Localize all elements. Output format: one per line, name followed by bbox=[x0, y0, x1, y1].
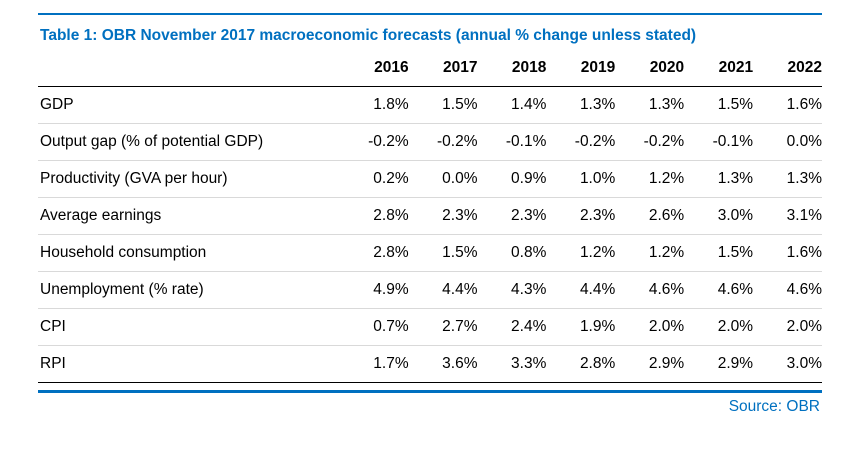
row-label: RPI bbox=[38, 345, 340, 383]
value-cell: 1.5% bbox=[684, 234, 754, 272]
table-row: Unemployment (% rate) 4.9% 4.4% 4.3% 4.4% 4.6… bbox=[38, 271, 822, 309]
value-cell: 4.4% bbox=[546, 271, 616, 309]
value-cell: 4.4% bbox=[408, 271, 478, 309]
value-cell: 1.9% bbox=[546, 308, 616, 346]
value-cell: 3.1% bbox=[753, 197, 822, 235]
table-row: CPI 0.7% 2.7% 2.4% 1.9% 2.0% 2.0% 2.0% bbox=[38, 308, 822, 346]
row-label-column-header bbox=[38, 55, 340, 87]
source-label: Source: OBR bbox=[728, 398, 820, 415]
table-row: Average earnings 2.8% 2.3% 2.3% 2.3% 2.6% 3.0%… bbox=[38, 197, 822, 235]
value-cell: 2.8% bbox=[546, 345, 616, 383]
year-column-header: 2017 bbox=[408, 55, 478, 87]
value-cell: 3.6% bbox=[408, 345, 478, 383]
table-row: Productivity (GVA per hour) 0.2% 0.0% 0.9% 1… bbox=[38, 160, 822, 198]
table-header-row: 2016 2017 2018 2019 2020 2021 2022 bbox=[38, 55, 822, 87]
value-cell: 1.3% bbox=[546, 86, 616, 124]
value-cell: 2.3% bbox=[477, 197, 547, 235]
year-column-header: 2022 bbox=[753, 55, 822, 87]
value-cell: 4.6% bbox=[615, 271, 685, 309]
value-cell: 1.3% bbox=[615, 86, 685, 124]
value-cell: 3.3% bbox=[477, 345, 547, 383]
value-cell: 0.8% bbox=[477, 234, 547, 272]
table-row: Household consumption 2.8% 1.5% 0.8% 1.2% 1.2… bbox=[38, 234, 822, 272]
bottom-rule bbox=[38, 390, 822, 393]
value-cell: 0.7% bbox=[339, 308, 409, 346]
value-cell: 1.7% bbox=[339, 345, 409, 383]
value-cell: 0.2% bbox=[339, 160, 409, 198]
value-cell: -0.1% bbox=[477, 123, 547, 161]
value-cell: 2.4% bbox=[477, 308, 547, 346]
value-cell: 2.8% bbox=[339, 234, 409, 272]
year-column-header: 2021 bbox=[684, 55, 754, 87]
value-cell: 2.9% bbox=[684, 345, 754, 383]
value-cell: 1.5% bbox=[684, 86, 754, 124]
value-cell: 1.3% bbox=[684, 160, 754, 198]
value-cell: -0.2% bbox=[408, 123, 478, 161]
row-label: Average earnings bbox=[38, 197, 340, 235]
row-label: GDP bbox=[38, 86, 340, 124]
table-title: Table 1: OBR November 2017 macroeconomic… bbox=[40, 27, 697, 44]
year-column-header: 2016 bbox=[339, 55, 409, 87]
value-cell: 1.2% bbox=[615, 234, 685, 272]
year-column-header: 2018 bbox=[477, 55, 547, 87]
value-cell: 0.0% bbox=[408, 160, 478, 198]
row-label: Output gap (% of potential GDP) bbox=[38, 123, 340, 161]
value-cell: 3.0% bbox=[684, 197, 754, 235]
value-cell: 2.3% bbox=[408, 197, 478, 235]
value-cell: 2.7% bbox=[408, 308, 478, 346]
row-label: Productivity (GVA per hour) bbox=[38, 160, 340, 198]
value-cell: 1.2% bbox=[615, 160, 685, 198]
value-cell: -0.2% bbox=[339, 123, 409, 161]
year-column-header: 2020 bbox=[615, 55, 685, 87]
table-row: RPI 1.7% 3.6% 3.3% 2.8% 2.9% 2.9% 3.0% bbox=[38, 345, 822, 383]
forecast-table: 2016 2017 2018 2019 2020 2021 2022 GDP 1.8% 1.5%… bbox=[38, 55, 822, 383]
table-row: GDP 1.8% 1.5% 1.4% 1.3% 1.3% 1.5% 1.6% bbox=[38, 86, 822, 124]
value-cell: 2.8% bbox=[339, 197, 409, 235]
value-cell: 1.6% bbox=[753, 86, 822, 124]
row-label: CPI bbox=[38, 308, 340, 346]
table-body: GDP 1.8% 1.5% 1.4% 1.3% 1.3% 1.5% 1.6% Output ga… bbox=[38, 86, 822, 383]
table-row: Output gap (% of potential GDP) -0.2% -0.2… bbox=[38, 123, 822, 161]
value-cell: -0.2% bbox=[546, 123, 616, 161]
value-cell: 1.5% bbox=[408, 234, 478, 272]
year-column-header: 2019 bbox=[546, 55, 616, 87]
value-cell: -0.2% bbox=[615, 123, 685, 161]
value-cell: 1.3% bbox=[753, 160, 822, 198]
value-cell: 1.2% bbox=[546, 234, 616, 272]
value-cell: 1.6% bbox=[753, 234, 822, 272]
value-cell: 0.9% bbox=[477, 160, 547, 198]
value-cell: 0.0% bbox=[753, 123, 822, 161]
row-label: Household consumption bbox=[38, 234, 340, 272]
value-cell: 2.3% bbox=[546, 197, 616, 235]
value-cell: 1.8% bbox=[339, 86, 409, 124]
row-label: Unemployment (% rate) bbox=[38, 271, 340, 309]
value-cell: 3.0% bbox=[753, 345, 822, 383]
value-cell: 1.4% bbox=[477, 86, 547, 124]
top-rule bbox=[38, 13, 822, 15]
value-cell: 1.0% bbox=[546, 160, 616, 198]
value-cell: 2.6% bbox=[615, 197, 685, 235]
value-cell: 2.9% bbox=[615, 345, 685, 383]
value-cell: 2.0% bbox=[684, 308, 754, 346]
page: Table 1: OBR November 2017 macroeconomic… bbox=[38, 13, 822, 415]
value-cell: 2.0% bbox=[753, 308, 822, 346]
value-cell: 4.3% bbox=[477, 271, 547, 309]
value-cell: 4.6% bbox=[753, 271, 822, 309]
value-cell: 4.6% bbox=[684, 271, 754, 309]
value-cell: 4.9% bbox=[339, 271, 409, 309]
value-cell: 2.0% bbox=[615, 308, 685, 346]
value-cell: -0.1% bbox=[684, 123, 754, 161]
value-cell: 1.5% bbox=[408, 86, 478, 124]
